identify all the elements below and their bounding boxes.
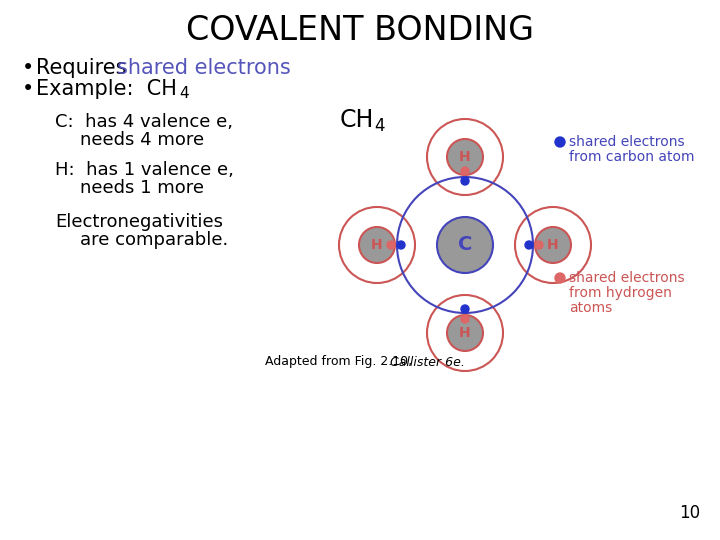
Circle shape xyxy=(461,177,469,185)
Circle shape xyxy=(535,241,543,249)
Circle shape xyxy=(437,217,493,273)
Circle shape xyxy=(447,315,483,351)
Text: H:  has 1 valence e,: H: has 1 valence e, xyxy=(55,161,234,179)
Text: shared electrons: shared electrons xyxy=(117,58,291,78)
Text: needs 1 more: needs 1 more xyxy=(80,179,204,197)
Circle shape xyxy=(461,305,469,313)
Text: H: H xyxy=(547,238,559,252)
Circle shape xyxy=(461,315,469,323)
Text: C: C xyxy=(458,235,472,254)
Text: •: • xyxy=(22,58,35,78)
Circle shape xyxy=(555,137,565,147)
Text: COVALENT BONDING: COVALENT BONDING xyxy=(186,14,534,46)
Text: 4: 4 xyxy=(374,117,384,135)
Text: Requires: Requires xyxy=(36,58,133,78)
Text: Adapted from Fig. 2.10,: Adapted from Fig. 2.10, xyxy=(265,355,416,368)
Circle shape xyxy=(359,227,395,263)
Text: from hydrogen: from hydrogen xyxy=(569,286,672,300)
Text: needs 4 more: needs 4 more xyxy=(80,131,204,149)
Text: 4: 4 xyxy=(179,86,189,102)
Text: Example:  CH: Example: CH xyxy=(36,79,177,99)
Text: H: H xyxy=(459,326,471,340)
Circle shape xyxy=(535,227,571,263)
Circle shape xyxy=(447,139,483,175)
Circle shape xyxy=(555,273,565,283)
Text: from carbon atom: from carbon atom xyxy=(569,150,695,164)
Text: are comparable.: are comparable. xyxy=(80,231,228,249)
Text: Electronegativities: Electronegativities xyxy=(55,213,223,231)
Circle shape xyxy=(397,241,405,249)
Text: shared electrons: shared electrons xyxy=(569,135,685,149)
Circle shape xyxy=(387,241,395,249)
Circle shape xyxy=(525,241,533,249)
Text: shared electrons: shared electrons xyxy=(569,271,685,285)
Text: H: H xyxy=(372,238,383,252)
Circle shape xyxy=(461,167,469,175)
Text: H: H xyxy=(459,150,471,164)
Text: atoms: atoms xyxy=(569,301,612,315)
Text: CH: CH xyxy=(340,108,374,132)
Text: 10: 10 xyxy=(679,504,700,522)
Text: •: • xyxy=(22,79,35,99)
Text: Callister 6e.: Callister 6e. xyxy=(390,355,465,368)
Text: C:  has 4 valence e,: C: has 4 valence e, xyxy=(55,113,233,131)
